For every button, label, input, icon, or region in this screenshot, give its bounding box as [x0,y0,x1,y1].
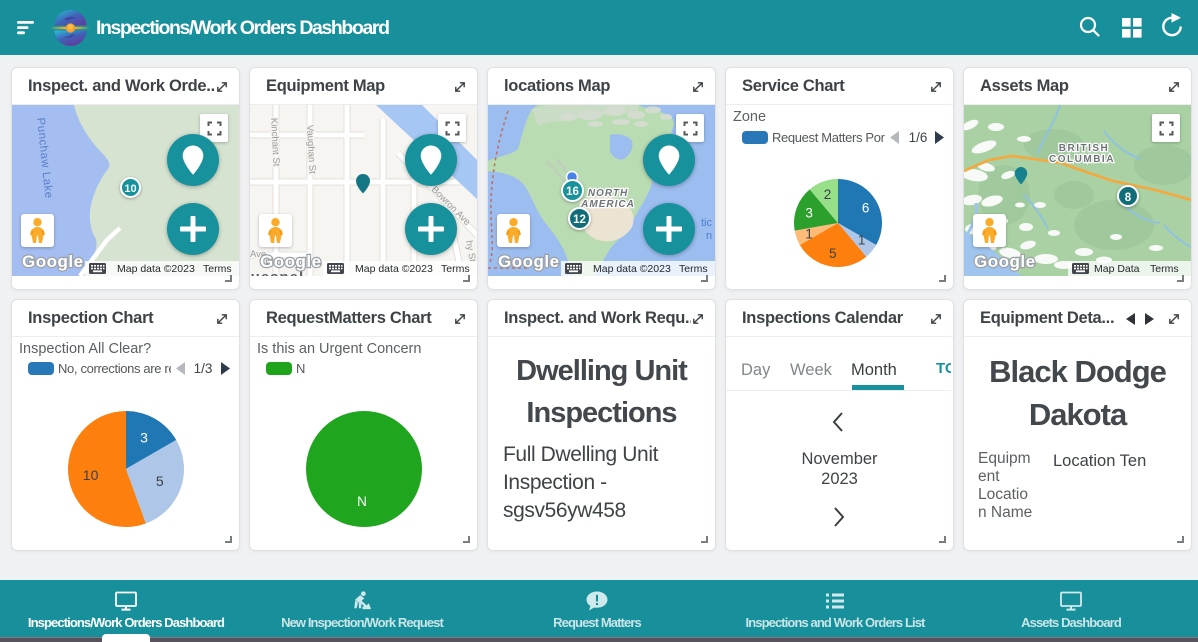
svg-text:Google: Google [498,252,560,271]
svg-text:1: 1 [805,226,813,241]
svg-text:Google: Google [22,252,84,271]
svg-text:10: 10 [83,467,99,483]
svg-text:BRITISH: BRITISH [1059,143,1110,154]
svg-text:COLUMBIA: COLUMBIA [1049,154,1115,165]
svg-text:1: 1 [858,233,866,248]
svg-text:5: 5 [156,473,164,489]
svg-text:n: n [706,230,712,242]
svg-text:N: N [357,494,367,509]
svg-text:3: 3 [805,205,813,220]
svg-text:Google: Google [260,252,322,271]
svg-text:Quesnel: Quesnel [250,269,304,276]
svg-text:tic: tic [701,217,713,229]
svg-text:NORTH: NORTH [588,188,628,199]
svg-text:Ave: Ave [250,249,266,260]
svg-text:Vaughan St: Vaughan St [304,125,318,175]
svg-text:5: 5 [829,246,837,261]
svg-text:Kinchant St: Kinchant St [268,118,282,167]
svg-text:AMERICA: AMERICA [580,199,635,210]
svg-text:2: 2 [824,187,832,202]
svg-text:6: 6 [862,201,870,216]
svg-text:3: 3 [140,430,148,446]
svg-text:Google: Google [974,252,1036,271]
